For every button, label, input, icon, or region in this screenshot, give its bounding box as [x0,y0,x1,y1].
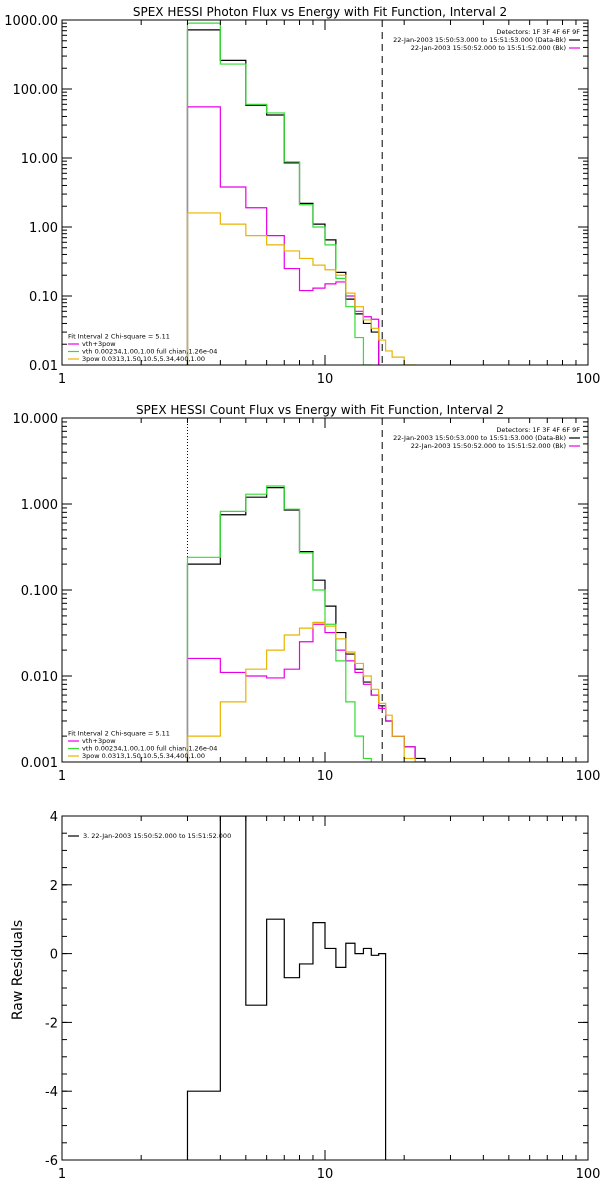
legend-text: 3. 22-Jan-2003 15:50:52.000 to 15:51:52.… [83,832,231,840]
axes: 1 10 100 0.01 0.10 1.00 10.00 100.00 1000.00 [4,14,600,387]
plot-area [186,418,426,762]
y-tick-label: -2 [45,1016,58,1031]
y-tick-label: 0 [50,948,58,963]
x-tick-label: 100 [576,769,600,784]
y-tick-label: 1000.00 [4,14,58,29]
x-tick-label: 1 [58,372,66,387]
legend-text: Fit Interval 2 Chi-square = 5.11 [68,730,170,738]
legend-text: Fit Interval 2 Chi-square = 5.11 [68,333,170,341]
legend-text: 22-Jan-2003 15:50:53.000 to 15:51:53.000… [393,36,566,44]
legend-text: 22-Jan-2003 15:50:53.000 to 15:51:53.000… [393,434,566,442]
legend-text: vth 0.00234,1.00,1.00 full chian,1.26e-0… [82,348,217,356]
legend-text: vth 0.00234,1.00,1.00 full chian,1.26e-0… [82,745,217,753]
legend: 3. 22-Jan-2003 15:50:52.000 to 15:51:52.… [68,832,231,840]
x-tick-label: 1 [58,1167,66,1182]
legend-text: Detectors: 1F 3F 4F 6F 9F [496,28,580,36]
legend-text: vth+3pow [82,737,116,745]
legend-text: vth+3pow [82,340,116,348]
y-tick-label: 10.00 [21,152,58,167]
panel-title: SPEX HESSI Count Flux vs Energy with Fit… [136,403,504,417]
x-tick-label: 1 [58,769,66,784]
plot-area [186,20,416,365]
y-axis-label: Raw Residuals [10,920,26,1020]
panel-title: SPEX HESSI Photon Flux vs Energy with Fi… [133,5,507,19]
legend-text: 3pow 0.0313,1.50,10.5,5.34,400,1.00 [82,355,205,363]
y-tick-label: 0.01 [29,359,58,374]
x-tick-label: 10 [317,372,334,387]
y-tick-label: 1.00 [29,221,58,236]
y-tick-label: 4 [50,810,58,825]
residuals-panel: Raw Residuals 1 10 100 -6 -4 -2 0 2 4 3. 22-Jan-… [10,810,600,1182]
y-tick-label: -4 [45,1085,58,1100]
y-tick-label: 0.100 [21,584,58,599]
x-tick-label: 10 [317,769,334,784]
series-3pow [186,212,416,365]
y-tick-label: 1.000 [21,498,58,513]
series-vth [186,485,372,762]
y-tick-label: 0.10 [29,290,58,305]
series-3pow [186,621,416,762]
x-tick-label: 10 [317,1167,334,1182]
plot-area [186,816,387,1160]
count-flux-panel: SPEX HESSI Count Flux vs Energy with Fit… [13,403,600,784]
series-residuals [186,816,387,1160]
legend-text: 3pow 0.0313,1.50,10.5,5.34,400,1.00 [82,752,205,760]
legend-text: 22-Jan-2003 15:50:52.000 to 15:51:52.000… [411,44,566,52]
y-tick-label: 100.00 [13,83,59,98]
y-tick-label: 10.000 [13,412,59,427]
legend-text: 22-Jan-2003 15:50:52.000 to 15:51:52.000… [411,442,566,450]
photon-flux-panel: SPEX HESSI Photon Flux vs Energy with Fi… [4,5,600,387]
x-tick-label: 100 [576,1167,600,1182]
y-tick-label: 0.001 [21,756,58,771]
axes: 1 10 100 0.001 0.010 0.100 1.000 10.000 [13,412,600,784]
legend-text: Detectors: 1F 3F 4F 6F 9F [496,426,580,434]
y-tick-label: 0.010 [21,670,58,685]
axes: 1 10 100 -6 -4 -2 0 2 4 [45,810,600,1182]
y-tick-label: -6 [45,1154,58,1169]
y-tick-label: 2 [50,879,58,894]
x-tick-label: 100 [576,372,600,387]
series-vth [186,22,372,365]
